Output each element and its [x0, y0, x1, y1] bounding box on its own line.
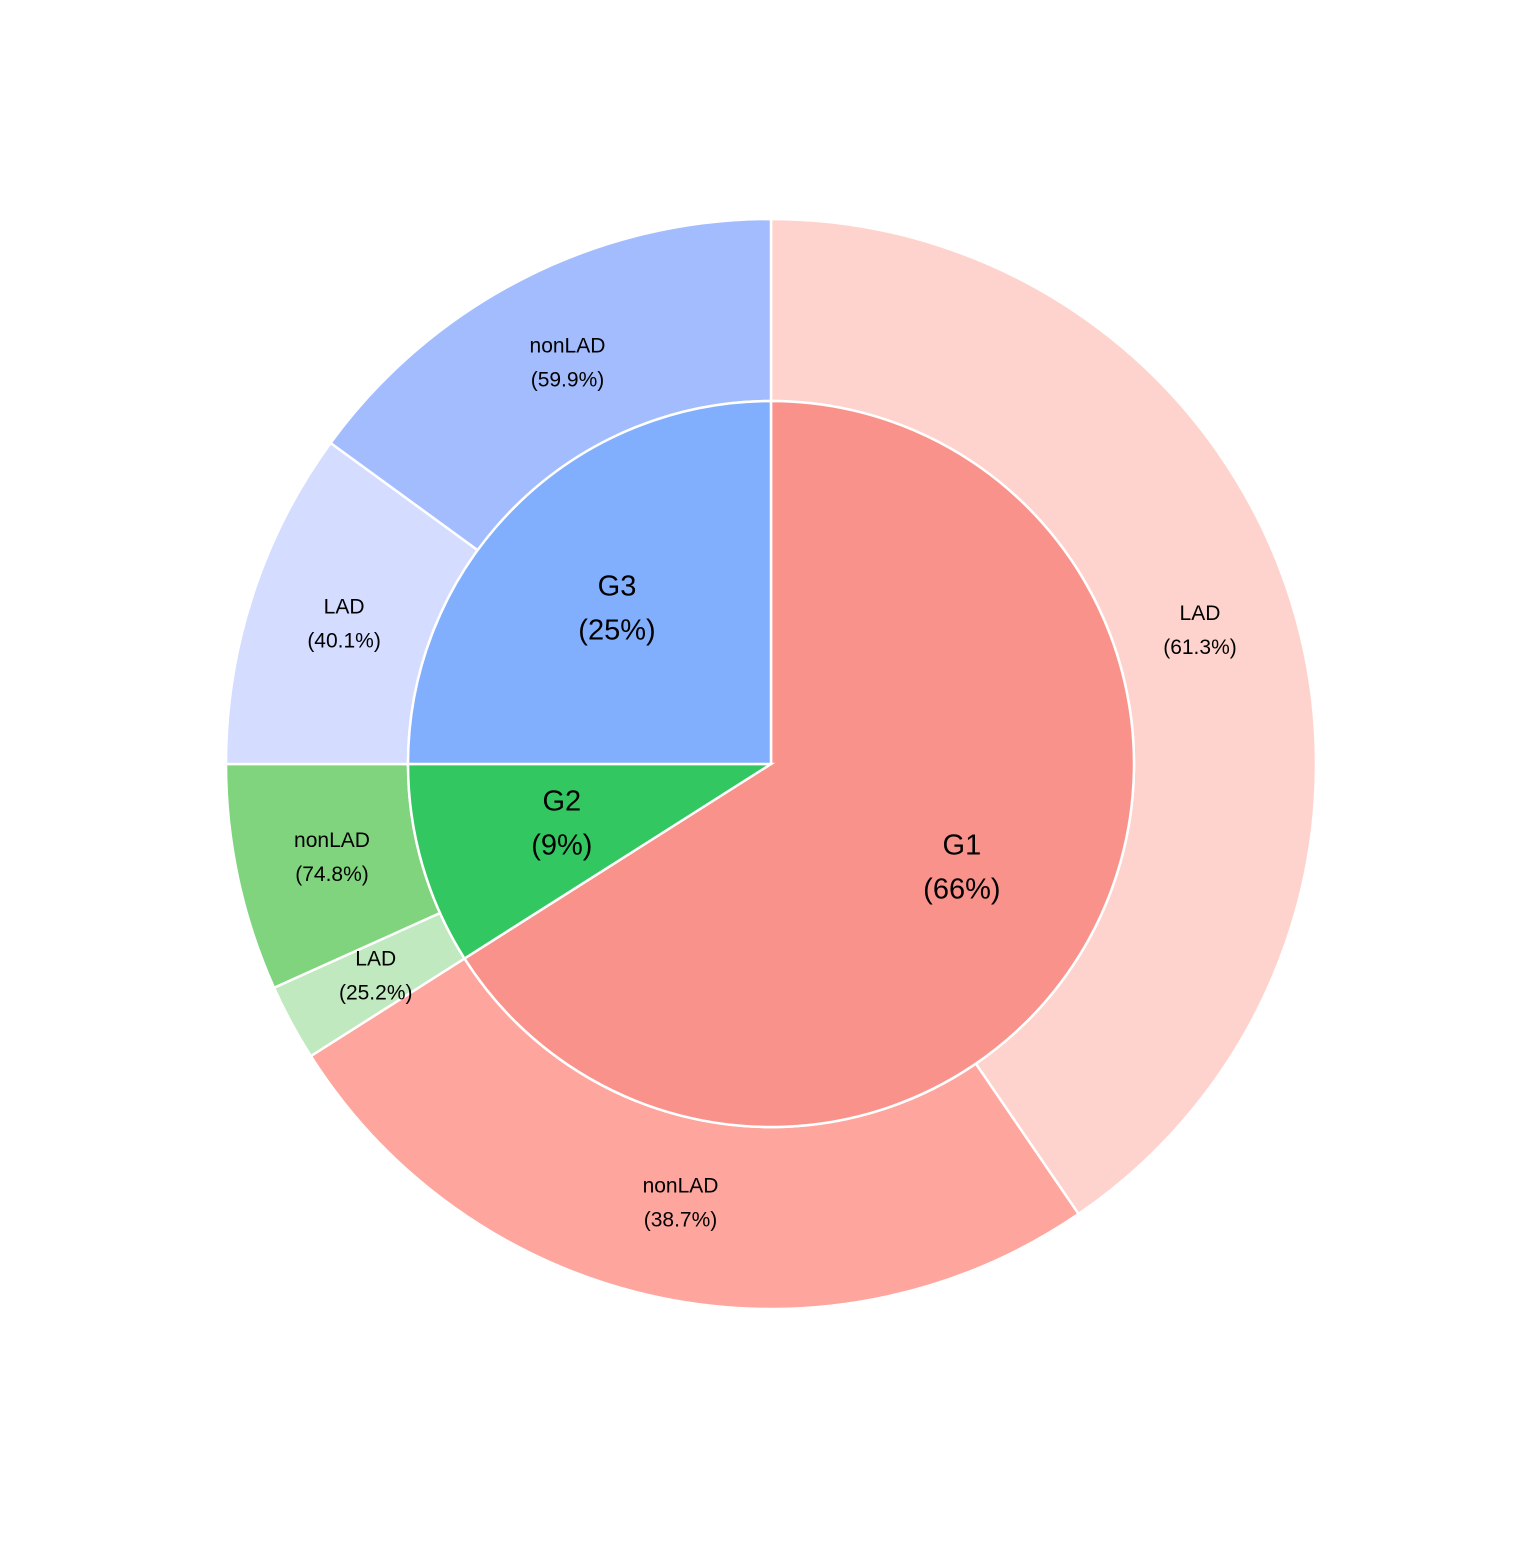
outer-label-g3-nonlad: nonLAD: [530, 334, 606, 357]
outer-label-g3-lad: LAD: [324, 595, 365, 618]
inner-slice-g2: [406, 762, 776, 961]
outer-label-g2-nonlad: nonLAD: [294, 829, 370, 852]
outer-ring: [224, 217, 1318, 1311]
outer-pct-g1-nonlad: (38.7%): [644, 1208, 718, 1231]
inner-pct-g2: (9%): [531, 829, 592, 861]
inner-slice-g1: [462, 399, 1136, 1129]
outer-pct-g2-nonlad: (74.8%): [295, 863, 369, 886]
outer-pct-g1-lad: (61.3%): [1163, 636, 1237, 659]
inner-label-g3: G3: [598, 571, 637, 603]
inner-label-g2: G2: [543, 785, 582, 817]
labels: G1 (66%) G2 (9%) G3 (25%) LAD (61.3%) nonLAD (38.…: [294, 334, 1237, 1231]
inner-label-g1: G1: [943, 830, 982, 862]
outer-label-g2-lad: LAD: [355, 948, 396, 971]
inner-slice-g3: [406, 399, 773, 766]
outer-pct-g3-lad: (40.1%): [307, 629, 381, 652]
inner-ring: [406, 399, 1136, 1129]
inner-pct-g1: (66%): [923, 874, 1000, 906]
outer-label-g1-nonlad: nonLAD: [643, 1174, 719, 1197]
inner-pct-g3: (25%): [578, 615, 655, 647]
outer-pct-g2-lad: (25.2%): [339, 982, 413, 1005]
outer-label-g1-lad: LAD: [1180, 602, 1221, 625]
outer-pct-g3-nonlad: (59.9%): [531, 368, 605, 391]
